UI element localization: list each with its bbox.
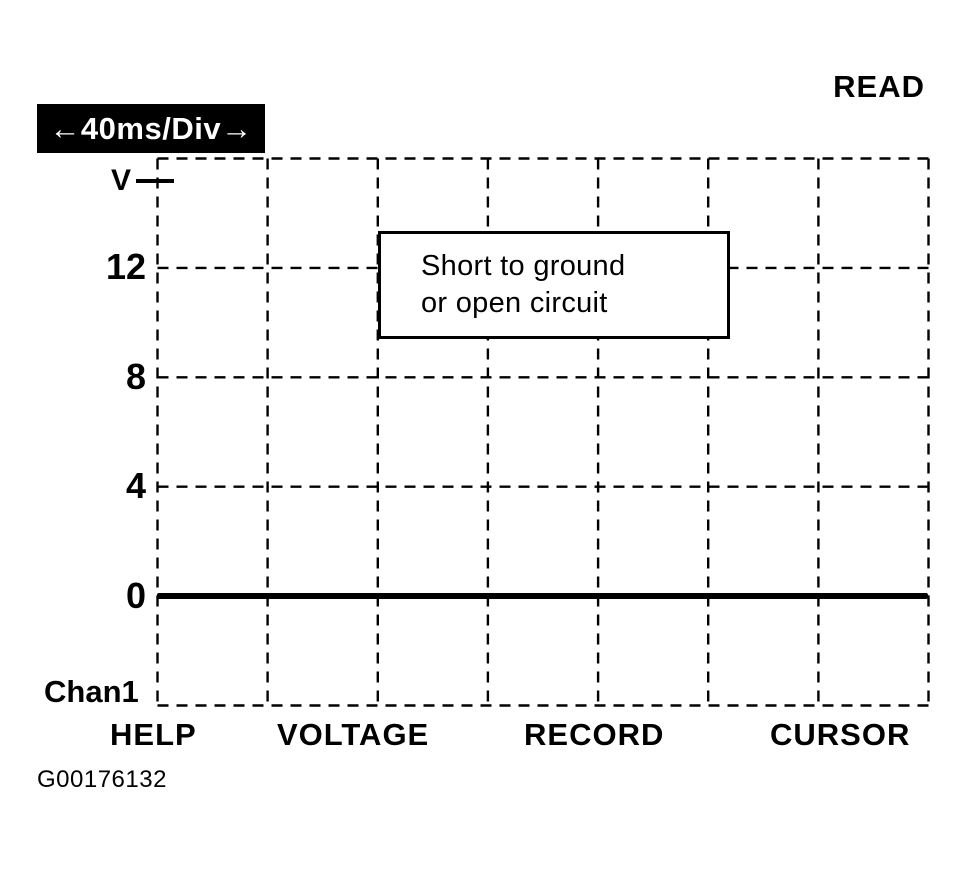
waveform-chan1 <box>157 593 928 599</box>
menu-item-record[interactable]: RECORD <box>524 717 665 752</box>
timebase-label: ←40ms/Div→ <box>49 110 253 146</box>
annotation-line-1: Short to ground <box>421 250 626 282</box>
annotation-line-2: or open circuit <box>421 287 608 319</box>
menu-item-cursor[interactable]: CURSOR <box>770 717 911 752</box>
y-tick-0: 0 <box>125 575 146 616</box>
y-tick-4: 4 <box>125 465 146 506</box>
annotation-box: Short to ground or open circuit <box>378 231 730 339</box>
timebase-badge[interactable]: ←40ms/Div→ <box>37 104 265 153</box>
menu-item-voltage[interactable]: VOLTAGE <box>277 717 430 752</box>
y-axis-pointer-line <box>136 179 174 183</box>
channel-label: Chan1 <box>44 674 139 709</box>
menu-item-help[interactable]: HELP <box>110 717 197 752</box>
y-axis-unit-label: V <box>111 164 132 197</box>
y-tick-8: 8 <box>125 356 146 397</box>
y-tick-12: 12 <box>105 246 146 287</box>
figure-code: G00176132 <box>37 766 167 793</box>
read-button[interactable]: READ <box>833 69 925 104</box>
